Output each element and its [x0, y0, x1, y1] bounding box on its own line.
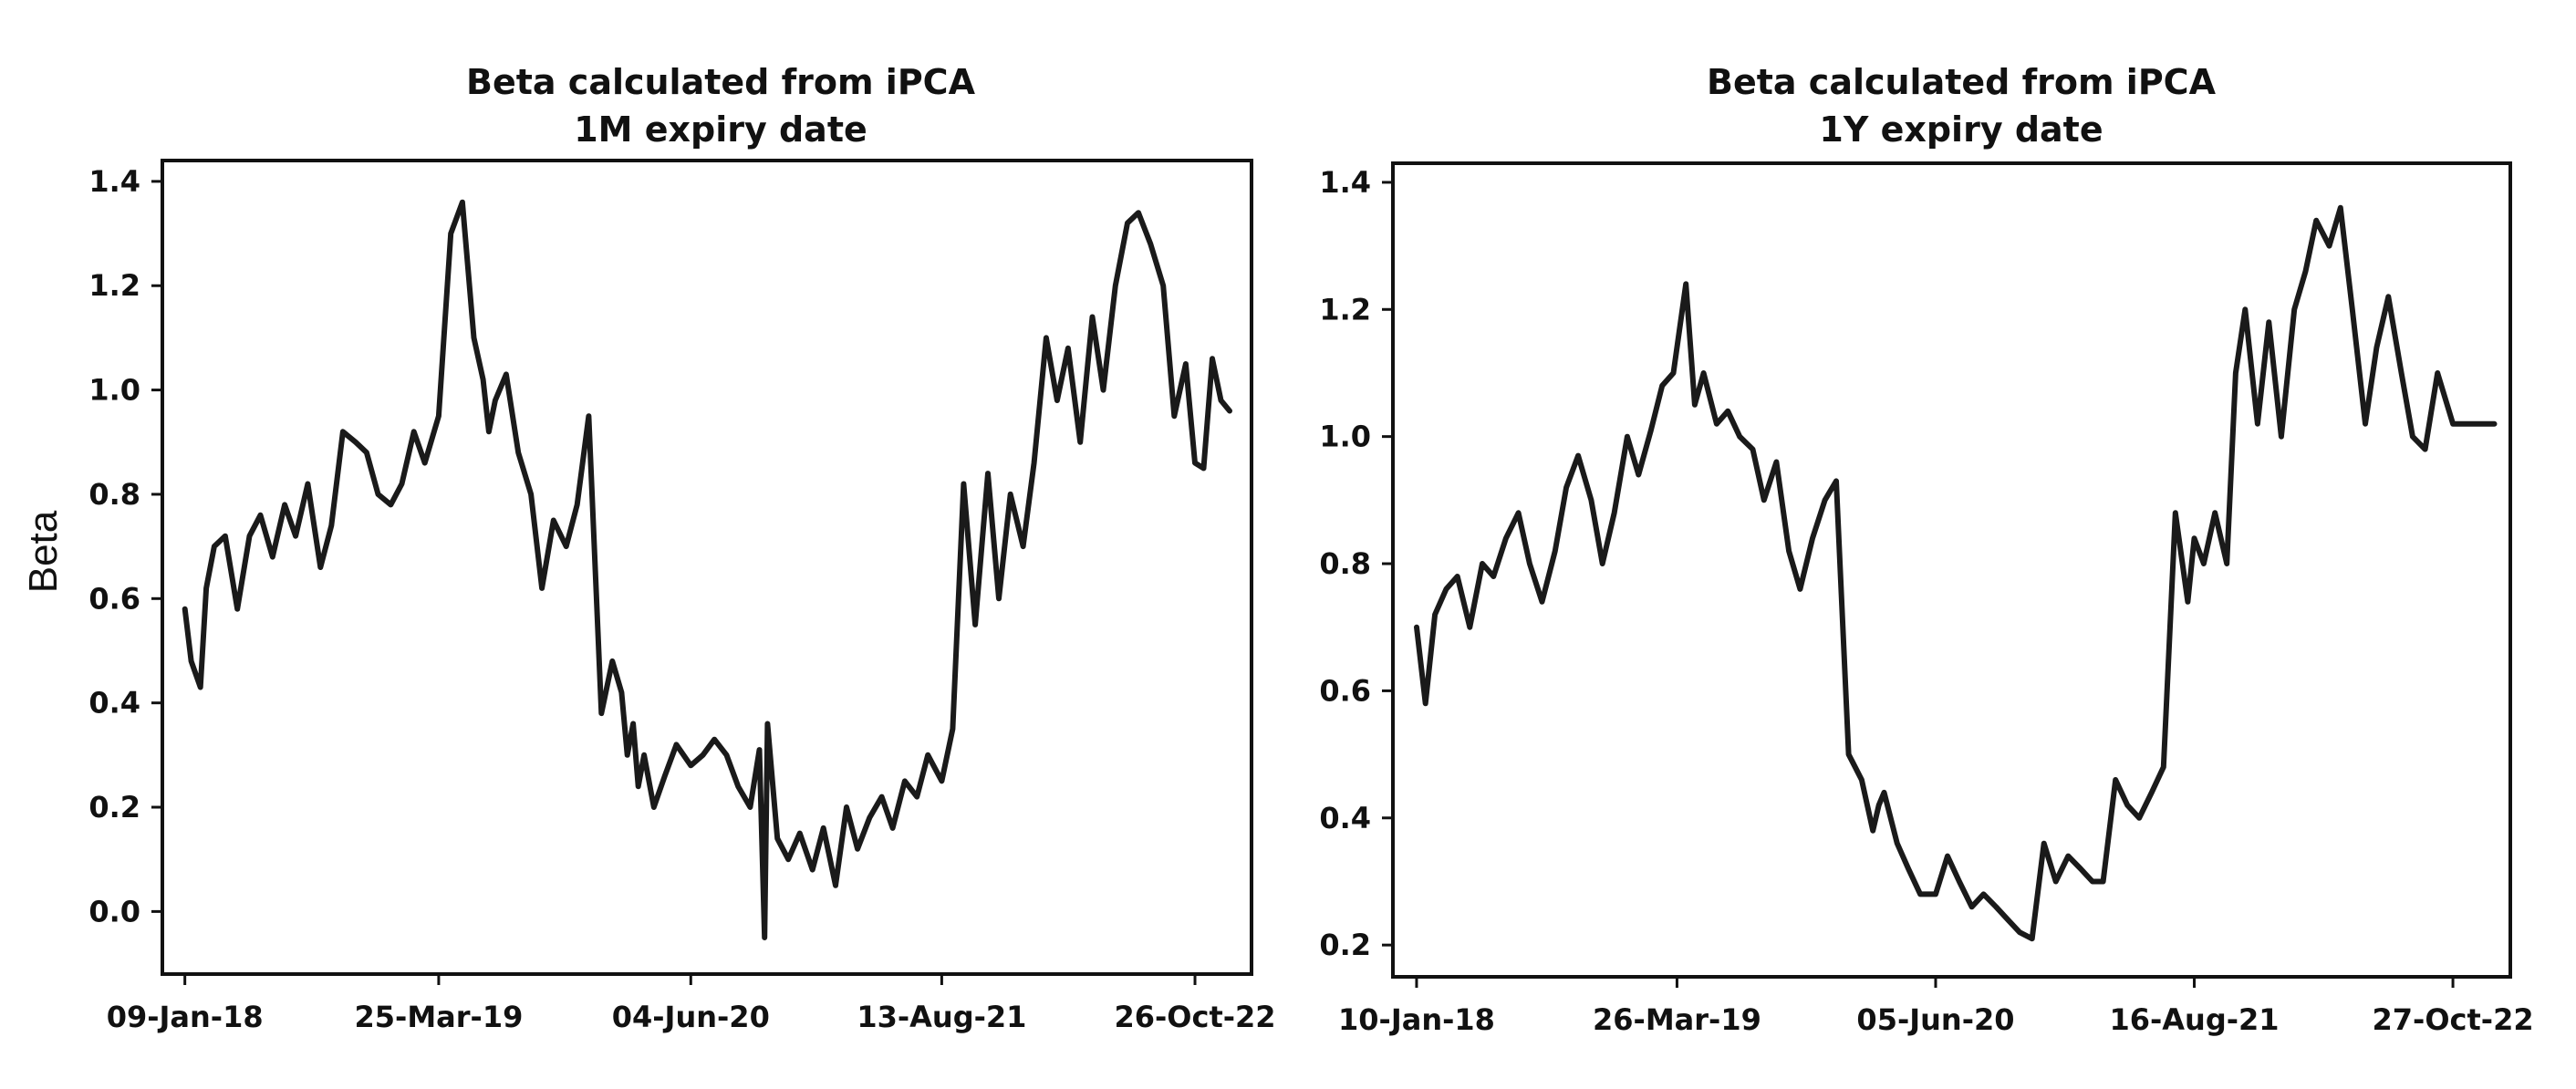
- y-tick-label: 1.4: [1319, 165, 1371, 200]
- chart-panel-1m: Beta calculated from iPCA 1M expiry date…: [88, 62, 1275, 1034]
- x-tick-label: 25-Mar-19: [355, 1000, 524, 1034]
- x-tick-label: 05-Jun-20: [1856, 1002, 2014, 1037]
- plot-area-1m: [161, 159, 1253, 976]
- x-tick-label: 16-Aug-21: [2109, 1002, 2279, 1037]
- y-tick-label: 0.6: [88, 581, 140, 616]
- plot-area-1y: [1391, 161, 2512, 979]
- x-tick-label: 26-Oct-22: [1114, 1000, 1275, 1034]
- series-1y: [1414, 204, 2498, 942]
- y-ticks-1y: 0.2 0.4 0.6 0.8 1.0 1.2 1.4: [1319, 165, 1393, 962]
- x-tick-label: 04-Jun-20: [612, 1000, 770, 1034]
- x-tick-label: 10-Jan-18: [1338, 1002, 1495, 1037]
- y-tick-label: 1.2: [88, 268, 140, 303]
- chart-title-1y: Beta calculated from iPCA: [1707, 62, 2217, 102]
- y-tick-label: 0.4: [1319, 801, 1371, 835]
- y-tick-label: 0.2: [1319, 928, 1371, 962]
- y-tick-label: 0.8: [88, 477, 140, 512]
- chart-title-1m: Beta calculated from iPCA: [466, 62, 976, 102]
- x-tick-label: 13-Aug-21: [857, 1000, 1026, 1034]
- y-tick-label: 1.4: [88, 164, 140, 199]
- x-tick-label: 26-Mar-19: [1593, 1002, 1761, 1037]
- y-tick-label: 0.8: [1319, 546, 1371, 581]
- y-axis-label: Beta: [21, 510, 66, 593]
- series-1m: [182, 199, 1232, 940]
- chart-panel-1y: Beta calculated from iPCA 1Y expiry date…: [1319, 62, 2533, 1037]
- series-line-1y: [1414, 204, 2498, 942]
- y-tick-label: 1.0: [1319, 420, 1371, 454]
- series-line-1m: [182, 199, 1232, 940]
- chart-subtitle-1m: 1M expiry date: [574, 109, 867, 150]
- y-tick-label: 1.0: [88, 373, 140, 408]
- y-ticks-1m: 0.0 0.2 0.4 0.6 0.8 1.0 1.2 1.4: [88, 164, 162, 928]
- x-tick-label: 27-Oct-22: [2373, 1002, 2534, 1037]
- y-tick-label: 0.2: [88, 790, 140, 825]
- y-tick-label: 0.6: [1319, 673, 1371, 708]
- y-tick-label: 0.0: [88, 894, 140, 928]
- chart-subtitle-1y: 1Y expiry date: [1819, 109, 2103, 150]
- x-ticks-1y: 10-Jan-18 26-Mar-19 05-Jun-20 16-Aug-21 27-O…: [1338, 977, 2534, 1037]
- y-tick-label: 1.2: [1319, 292, 1371, 327]
- y-tick-label: 0.4: [88, 686, 140, 721]
- x-tick-label: 09-Jan-18: [107, 1000, 264, 1034]
- x-ticks-1m: 09-Jan-18 25-Mar-19 04-Jun-20 13-Aug-21 26-O…: [107, 974, 1276, 1034]
